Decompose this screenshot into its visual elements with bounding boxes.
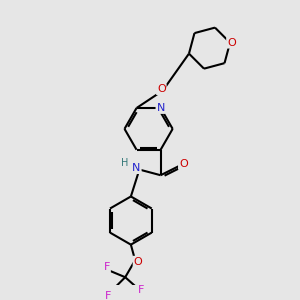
Text: O: O — [157, 84, 166, 94]
Text: O: O — [179, 159, 188, 169]
Text: O: O — [134, 256, 142, 267]
Text: N: N — [132, 163, 141, 173]
Text: F: F — [138, 285, 144, 295]
Text: F: F — [105, 291, 111, 300]
Text: F: F — [103, 262, 110, 272]
Text: N: N — [156, 103, 165, 113]
Text: O: O — [227, 38, 236, 48]
Text: H: H — [121, 158, 128, 168]
